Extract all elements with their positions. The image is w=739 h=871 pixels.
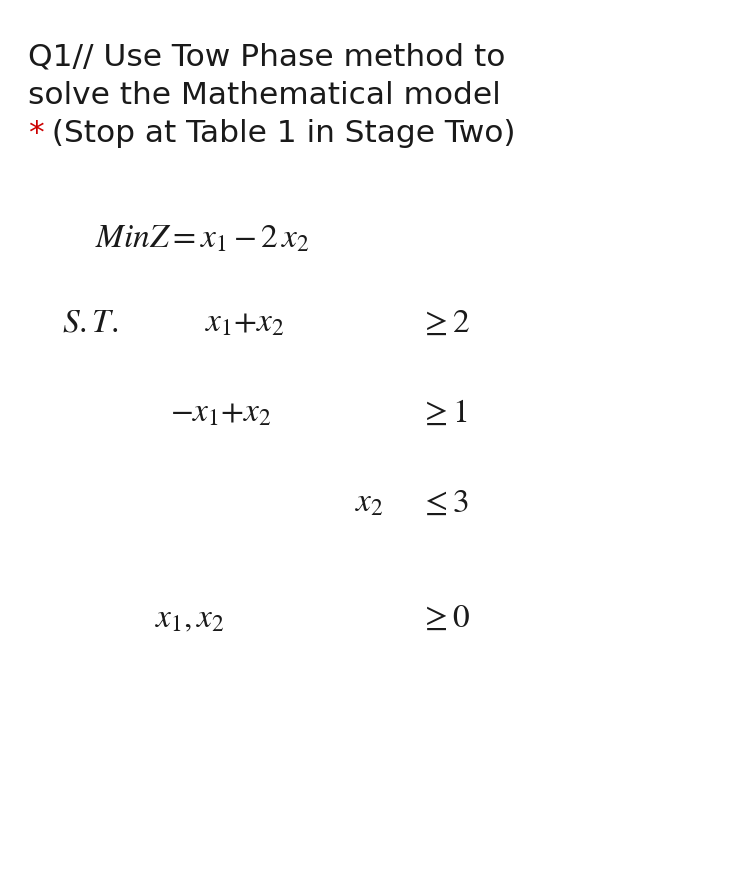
Text: $S.T.$: $S.T.$ — [62, 306, 118, 339]
Text: solve the Mathematical model: solve the Mathematical model — [28, 81, 501, 110]
Text: $x_1{\text{,}}\,x_2$: $x_1{\text{,}}\,x_2$ — [155, 601, 224, 634]
Text: (Stop at Table 1 in Stage Two): (Stop at Table 1 in Stage Two) — [42, 119, 516, 148]
Text: ${\geq}1$: ${\geq}1$ — [420, 396, 468, 429]
Text: ${\geq}0$: ${\geq}0$ — [420, 601, 471, 634]
Text: Q1// Use Tow Phase method to: Q1// Use Tow Phase method to — [28, 43, 505, 72]
Text: $x_2$: $x_2$ — [355, 486, 384, 519]
Text: $MinZ = x_1 - 2\,x_2$: $MinZ = x_1 - 2\,x_2$ — [95, 221, 310, 254]
Text: $x_1{+}x_2$: $x_1{+}x_2$ — [205, 306, 285, 339]
Text: ${\leq}3$: ${\leq}3$ — [420, 486, 469, 519]
Text: *: * — [28, 119, 44, 148]
Text: ${\geq}2$: ${\geq}2$ — [420, 306, 470, 339]
Text: $-x_1{+}x_2$: $-x_1{+}x_2$ — [170, 396, 272, 429]
